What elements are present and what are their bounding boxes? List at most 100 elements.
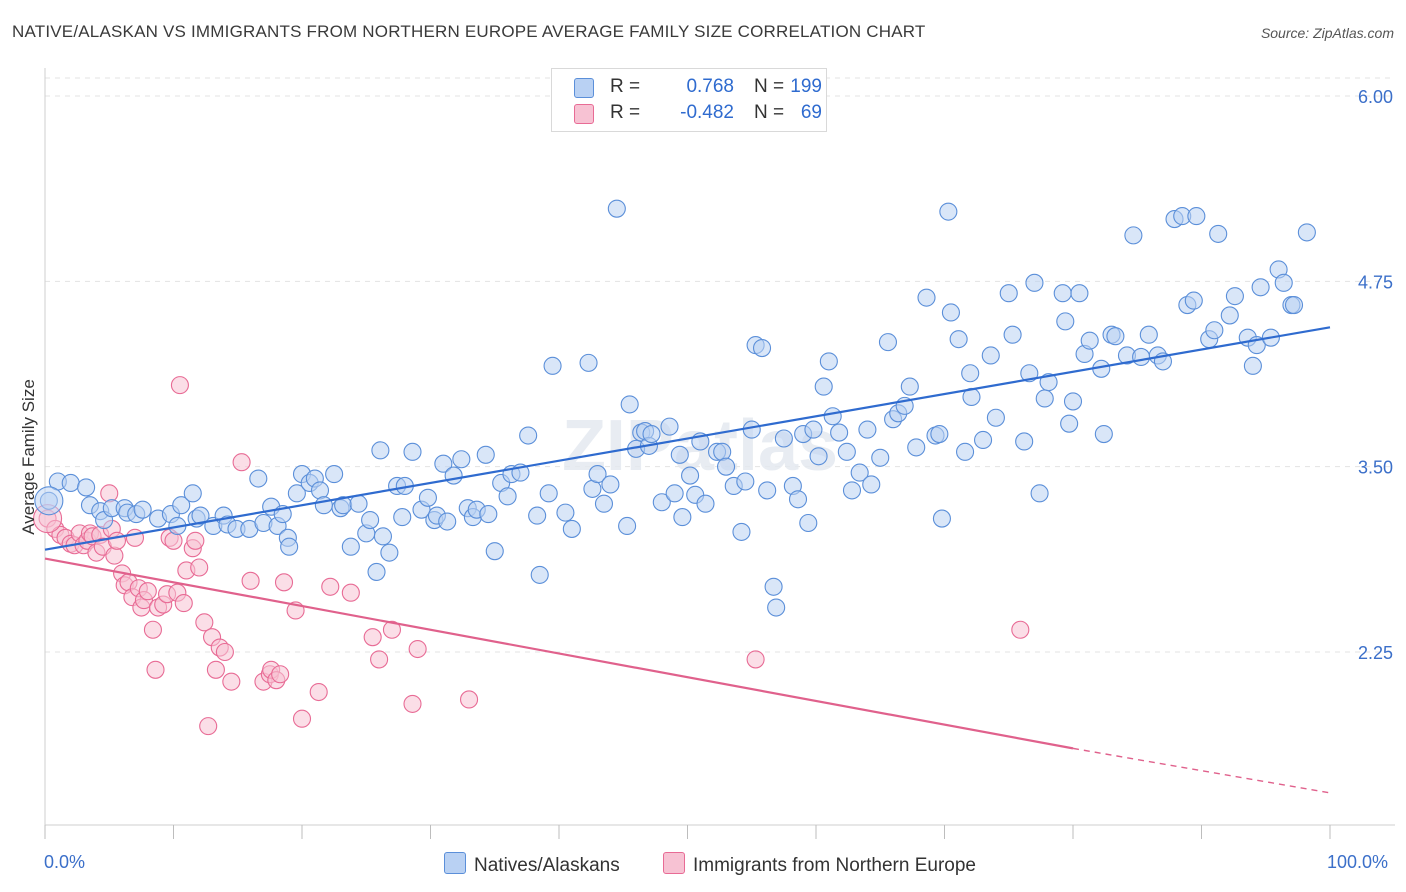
point-natives (1039, 373, 1058, 392)
point-natives (579, 353, 598, 372)
point-natives (434, 454, 453, 473)
point-immigrants (403, 694, 422, 713)
point-natives (949, 330, 968, 349)
point-natives (543, 356, 562, 375)
point-immigrants (215, 642, 234, 662)
point-natives (588, 465, 607, 484)
y-tick-labels: 2.25 3.50 4.75 6.00 (1358, 87, 1393, 663)
point-natives (393, 508, 412, 527)
point-immigrants (125, 528, 144, 547)
chart-title: NATIVE/ALASKAN VS IMMIGRANTS FROM NORTHE… (12, 22, 926, 41)
point-natives (981, 346, 1000, 365)
point-natives (907, 438, 926, 457)
point-natives (1220, 306, 1239, 325)
point-natives (809, 447, 828, 466)
point-immigrants (341, 583, 360, 602)
point-natives (310, 481, 330, 500)
point-natives (183, 484, 202, 503)
point-natives (528, 506, 547, 525)
point-natives (61, 473, 80, 493)
r-value: -0.482 (680, 102, 734, 123)
point-natives (930, 424, 949, 444)
point-natives (767, 598, 786, 617)
point-natives (1132, 347, 1151, 366)
point-natives (418, 488, 437, 507)
point-natives (900, 377, 919, 396)
point-natives (774, 429, 793, 448)
point-natives (367, 562, 386, 581)
x-tick-label-min: 0.0% (44, 852, 86, 872)
point-natives (476, 445, 495, 464)
legend-label-natives: Natives/Alaskans (474, 855, 620, 876)
point-immigrants (195, 613, 214, 632)
point-natives (1094, 424, 1113, 444)
point-natives (1053, 284, 1072, 303)
point-natives (594, 494, 614, 513)
n-value: 199 (790, 76, 822, 97)
r-value: 0.768 (686, 76, 734, 97)
source-label: Source: ZipAtlas.com (1260, 25, 1394, 41)
legend-item-immigrants: Immigrants from Northern Europe (663, 852, 976, 877)
point-immigrants (408, 639, 427, 659)
point-natives (842, 481, 862, 500)
point-immigrants (100, 484, 119, 503)
gridlines (45, 77, 1395, 653)
point-natives (1184, 291, 1203, 310)
point-natives (681, 466, 700, 485)
point-immigrants (241, 571, 260, 590)
axes (44, 68, 1395, 839)
point-natives (519, 426, 538, 445)
point-natives (191, 506, 210, 525)
point-natives (280, 537, 299, 556)
legend-item-natives: Natives/Alaskans (444, 852, 620, 877)
point-natives (620, 395, 639, 414)
trend-line-immigrants (44, 557, 1074, 750)
point-natives (530, 565, 549, 584)
x-tick-label-max: 100.0% (1327, 852, 1389, 872)
point-natives (1297, 223, 1316, 242)
point-natives (479, 505, 498, 524)
point-natives (380, 543, 399, 562)
point-immigrants (382, 620, 402, 639)
point-natives (819, 352, 838, 371)
point-natives (249, 469, 268, 488)
point-natives (314, 496, 333, 515)
point-natives (837, 442, 856, 461)
point-natives (850, 463, 869, 482)
point-natives (1139, 325, 1158, 344)
point-natives (1205, 321, 1224, 340)
point-natives (562, 519, 581, 538)
legend-swatch-blue (574, 78, 594, 98)
correlation-legend: R = 0.768 N = 199 R = -0.482 N = 69 (551, 68, 827, 132)
point-natives (956, 442, 975, 461)
point-natives (1225, 287, 1244, 306)
point-natives (660, 417, 679, 436)
y-tick-label: 6.00 (1358, 87, 1393, 107)
point-natives (444, 466, 463, 485)
point-natives (325, 465, 344, 484)
point-natives (1003, 325, 1022, 344)
point-immigrants (146, 660, 165, 679)
legend-label-immigrants: Immigrants from Northern Europe (693, 855, 976, 876)
point-natives (1274, 273, 1293, 292)
point-natives (814, 377, 833, 396)
point-natives (1056, 312, 1075, 331)
point-natives (736, 472, 755, 491)
point-natives (361, 510, 380, 530)
point-immigrants (321, 577, 340, 596)
point-immigrants (174, 594, 193, 613)
point-natives (1243, 356, 1262, 375)
y-axis-label: Average Family Size (19, 379, 38, 535)
point-natives (804, 420, 823, 439)
point-natives (1251, 278, 1270, 297)
n-label: N = (754, 102, 785, 123)
point-natives (77, 478, 96, 497)
point-immigrants (206, 660, 225, 679)
y-tick-label: 3.50 (1358, 458, 1393, 478)
point-natives (373, 527, 393, 546)
point-immigrants (271, 665, 290, 684)
legend-swatch-pink (574, 104, 594, 124)
series-immigrants-northern-europe (33, 376, 1030, 736)
point-natives (349, 494, 368, 513)
